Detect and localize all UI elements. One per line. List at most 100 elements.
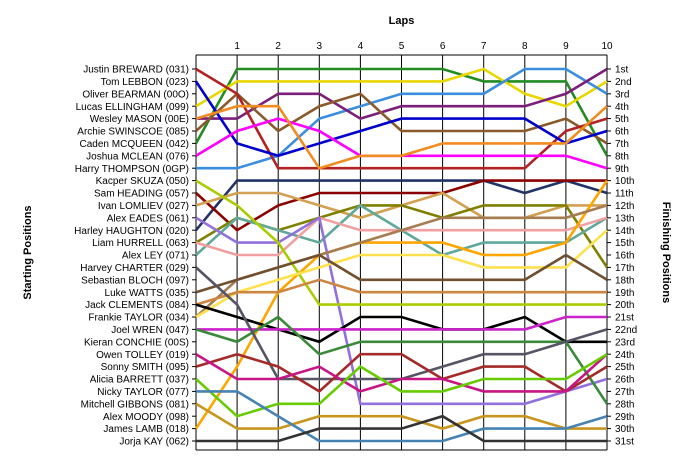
x-axis-title: Laps xyxy=(389,15,415,27)
starting-position-label: Caden MCQUEEN (042) xyxy=(80,139,189,150)
finishing-position-label: 5th xyxy=(615,114,629,125)
starting-position-label: Alex EADES (061) xyxy=(107,213,189,224)
starting-position-label: Alicia BARRETT (037) xyxy=(90,375,189,386)
finishing-position-label: 23rd xyxy=(615,337,635,348)
driver-line-1 xyxy=(194,67,609,157)
driver-line-27 xyxy=(195,352,608,394)
starting-position-label: Liam HURRELL (063) xyxy=(92,238,189,249)
driver-line-11 xyxy=(195,179,607,232)
finishing-position-label: 31st xyxy=(615,437,634,448)
driver-line-17 xyxy=(194,179,609,430)
finishing-position-label: 15th xyxy=(615,238,634,249)
finishing-position-label: 26th xyxy=(615,375,634,386)
finishing-position-label: 16th xyxy=(615,251,634,262)
driver-line-22 xyxy=(195,278,607,306)
lap-tick-label: 4 xyxy=(358,41,364,52)
lap-tick-label: 2 xyxy=(275,41,281,52)
finishing-position-label: 2nd xyxy=(615,77,632,88)
starting-position-label: Alex LEY (071) xyxy=(122,251,189,262)
finishing-position-label: 28th xyxy=(615,399,634,410)
starting-position-label: Lucas ELLINGHAM (099) xyxy=(76,102,189,113)
starting-position-label: Tom LEBBON (023) xyxy=(101,77,189,88)
driver-line-7 xyxy=(194,80,608,158)
lap-tick-label: 9 xyxy=(563,41,569,52)
starting-position-label: Mitchell GIBBONS (081) xyxy=(81,399,189,410)
finishing-position-label: 8th xyxy=(615,151,629,162)
starting-position-label: Oliver BEARMAN (00O) xyxy=(82,89,189,100)
finishing-position-label: 3rd xyxy=(615,89,629,100)
starting-position-label: Joel WREN (047) xyxy=(111,325,189,336)
starting-position-label: Owen TOLLEY (019) xyxy=(96,350,189,361)
finishing-position-label: 12th xyxy=(615,201,634,212)
finishing-position-label: 27th xyxy=(615,387,634,398)
driver-line-24 xyxy=(196,315,607,331)
driver-line-30 xyxy=(195,402,607,430)
lap-tick-label: 8 xyxy=(522,41,528,52)
starting-position-label: Jorja KAY (062) xyxy=(119,437,189,448)
driver-line-20 xyxy=(195,229,608,319)
driver-line-28 xyxy=(195,353,608,393)
driver-line-9 xyxy=(195,104,608,170)
finishing-position-label: 4th xyxy=(615,102,629,113)
finishing-position-label: 25th xyxy=(615,362,634,373)
finishing-position-label: 17th xyxy=(615,263,634,274)
starting-position-label: Archie SWINSCOE (085) xyxy=(77,127,189,138)
starting-position-label: James LAMB (018) xyxy=(103,424,189,435)
starting-position-label: Luke WATTS (035) xyxy=(105,288,189,299)
starting-position-label: Harvey CHARTER (029) xyxy=(80,263,189,274)
driver-line-31 xyxy=(196,390,608,443)
finishing-position-label: 22nd xyxy=(615,325,637,336)
starting-position-label: Joshua MCLEAN (076) xyxy=(86,151,189,162)
finishing-position-label: 7th xyxy=(615,139,629,150)
driver-line-21 xyxy=(195,253,608,294)
plot-frame xyxy=(192,54,611,451)
driver-line-19 xyxy=(195,179,607,306)
lap-tick-label: 3 xyxy=(317,41,323,52)
finishing-position-label: 20th xyxy=(615,300,634,311)
finishing-position-label: 30th xyxy=(615,424,634,435)
driver-line-2 xyxy=(195,67,608,108)
driver-line-16 xyxy=(195,215,608,406)
lap-tick-label: 1 xyxy=(234,41,240,52)
starting-position-labels: Justin BREWARD (031)Tom LEBBON (023)Oliv… xyxy=(74,65,189,448)
lap-tick-label: 7 xyxy=(481,41,487,52)
driver-line-10 xyxy=(194,179,608,232)
finishing-position-label: 14th xyxy=(615,226,634,237)
driver-line-25 xyxy=(195,315,609,405)
lap-tick-label: 5 xyxy=(399,41,405,52)
finishing-position-label: 1st xyxy=(615,65,629,76)
x-tick-labels: 1 2 3 4 5 6 7 8 9 10 xyxy=(234,41,613,52)
driver-line-3 xyxy=(196,67,608,170)
starting-position-label: Alex MOODY (098) xyxy=(103,412,189,423)
finishing-position-label: 10th xyxy=(615,176,634,187)
lap-tick-label: 10 xyxy=(601,41,613,52)
starting-position-label: Sam HEADING (057) xyxy=(94,189,189,200)
finishing-position-label: 9th xyxy=(615,164,629,175)
starting-position-label: Jack CLEMENTS (084) xyxy=(85,300,189,311)
starting-position-label: Nicky TAYLOR (077) xyxy=(97,387,189,398)
lap-tick-label: 6 xyxy=(440,41,446,52)
finishing-position-label: 11th xyxy=(615,189,634,200)
driver-line-32 xyxy=(196,414,607,443)
finishing-position-label: 18th xyxy=(615,275,634,286)
finishing-position-label: 21st xyxy=(615,313,634,324)
starting-position-label: Justin BREWARD (031) xyxy=(83,65,189,76)
starting-position-label: Sonny SMITH (095) xyxy=(101,362,189,373)
starting-position-label: Harry THOMPSON (0GP) xyxy=(75,164,189,175)
starting-position-label: Kacper SKUZA (050) xyxy=(96,176,189,187)
starting-position-label: Harley HAUGHTON (020) xyxy=(74,226,189,237)
driver-line-4 xyxy=(196,67,608,121)
finishing-position-label: 24th xyxy=(615,350,634,361)
starting-position-label: Sebastian BLOCH (097) xyxy=(81,275,189,286)
right-axis-title: Finishing Positions xyxy=(660,202,672,303)
starting-position-label: Ivan LOMLIEV (027) xyxy=(98,201,189,212)
starting-position-label: Kieran CONCHIE (00S) xyxy=(84,337,189,348)
grid-lines xyxy=(236,55,608,450)
left-axis-title: Starting Positions xyxy=(22,205,34,299)
finishing-position-label: 19th xyxy=(615,288,634,299)
finishing-position-label: 29th xyxy=(615,412,634,423)
finishing-position-label: 6th xyxy=(615,127,629,138)
starting-position-label: Frankie TAYLOR (034) xyxy=(88,313,189,324)
